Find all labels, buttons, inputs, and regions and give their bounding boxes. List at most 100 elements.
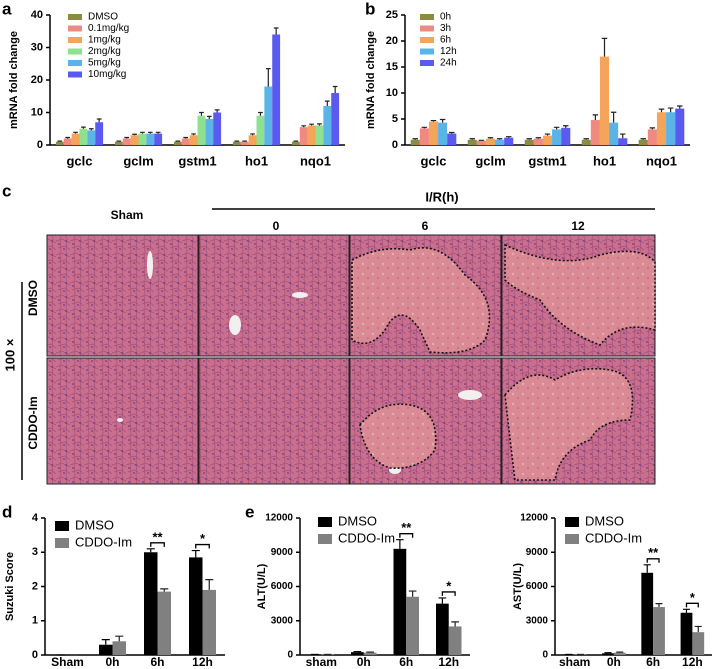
error-bar <box>421 126 428 129</box>
bar <box>154 133 163 145</box>
legend-label: CDDO-Im <box>75 534 132 549</box>
error-bar <box>649 127 656 130</box>
x-tick-label: 12h <box>438 655 459 669</box>
bar <box>232 141 241 145</box>
legend-swatch <box>68 71 82 78</box>
error-bar <box>438 597 447 604</box>
vessels <box>117 251 482 474</box>
bar <box>641 572 654 655</box>
bar <box>202 589 216 655</box>
legend-swatch <box>68 37 82 43</box>
error-bar <box>667 107 674 113</box>
error-bar <box>242 140 248 142</box>
necrosis-outline <box>351 243 656 481</box>
bar <box>55 141 64 145</box>
error-bar <box>293 140 299 142</box>
legend-label: 6h <box>440 35 451 46</box>
bar <box>406 596 419 655</box>
panel-c: c I/R(h) Sham 0 6 12 DMSO CDDO-Im 100 × <box>2 181 656 485</box>
x-tick-label: 6h <box>646 655 660 669</box>
significance-label: * <box>446 578 452 593</box>
legend-swatch <box>420 60 434 66</box>
x-tick-label: Sham <box>51 655 84 669</box>
bar <box>95 122 104 145</box>
bar <box>138 133 147 145</box>
error-bar <box>73 131 78 134</box>
y-tick-label: 25 <box>386 9 398 21</box>
y-axis-title: AST(U/L) <box>512 563 524 610</box>
legend-label: DMSO <box>585 513 624 528</box>
bar <box>240 141 249 145</box>
error-bar <box>155 131 161 134</box>
error-bar <box>309 123 314 126</box>
bar <box>112 641 126 655</box>
y-tick-label: 6000 <box>526 581 549 592</box>
x-tick-label: 6h <box>399 655 413 669</box>
y-tick-label: 12000 <box>265 513 293 524</box>
bar <box>189 135 198 145</box>
legend-swatch <box>55 521 69 531</box>
legend-label: CDDO-Im <box>338 530 395 545</box>
y-tick-label: 0 <box>32 649 38 661</box>
legend-label: 24h <box>440 58 457 69</box>
error-bar <box>101 638 110 645</box>
error-bar <box>191 133 196 136</box>
bar <box>205 119 214 145</box>
error-bar <box>601 37 608 57</box>
legend-label: 10mg/kg <box>88 69 126 80</box>
bar <box>599 56 610 145</box>
bar <box>561 127 571 145</box>
bar <box>438 122 448 145</box>
x-tick-label: sham <box>306 655 337 669</box>
legend-label: 0.1mg/kg <box>88 23 129 34</box>
bar <box>581 139 591 145</box>
bar <box>613 652 626 655</box>
error-bar <box>317 123 322 126</box>
error-bar <box>183 136 189 139</box>
panel-letter: b <box>365 0 375 18</box>
bar <box>264 86 273 145</box>
bar <box>495 139 505 145</box>
legend-swatch <box>318 517 332 527</box>
error-bar <box>96 118 102 123</box>
error-bar <box>199 111 204 116</box>
panel-letter: c <box>2 181 11 200</box>
x-tick-label: 6h <box>150 655 164 669</box>
error-bar <box>506 136 512 138</box>
error-bar <box>265 68 271 87</box>
legend-label: 2mg/kg <box>88 46 121 57</box>
bar <box>680 612 693 655</box>
error-bar <box>682 608 691 613</box>
error-bar <box>191 549 200 558</box>
legend-swatch <box>55 538 69 548</box>
bar <box>410 139 420 145</box>
bar <box>315 125 324 145</box>
y-tick-label: 9000 <box>271 547 294 558</box>
bar <box>638 139 648 145</box>
error-bar <box>451 621 459 627</box>
bar <box>71 133 80 145</box>
legend-swatch <box>420 37 434 43</box>
bar <box>436 603 449 655</box>
legend-swatch <box>318 534 332 544</box>
error-bar <box>469 138 475 140</box>
bar <box>197 115 206 145</box>
error-bar <box>604 652 612 654</box>
bar <box>213 112 222 145</box>
legend-label: 0h <box>440 12 451 23</box>
y-tick-label: 2 <box>32 580 38 592</box>
x-tick-label: sham <box>559 655 590 669</box>
bar <box>173 141 182 145</box>
y-tick-label: 10 <box>31 106 43 118</box>
error-bar <box>430 119 437 122</box>
x-tick-label: gstm1 <box>528 153 566 168</box>
significance-bracket <box>441 591 456 596</box>
magnification: 100 × <box>2 338 17 371</box>
micrograph <box>198 357 350 485</box>
error-bar <box>553 126 560 130</box>
error-bar <box>655 603 663 608</box>
error-bar <box>115 635 124 642</box>
error-bar <box>487 137 494 139</box>
x-tick-label: gclc <box>66 153 92 168</box>
bar <box>666 112 676 145</box>
